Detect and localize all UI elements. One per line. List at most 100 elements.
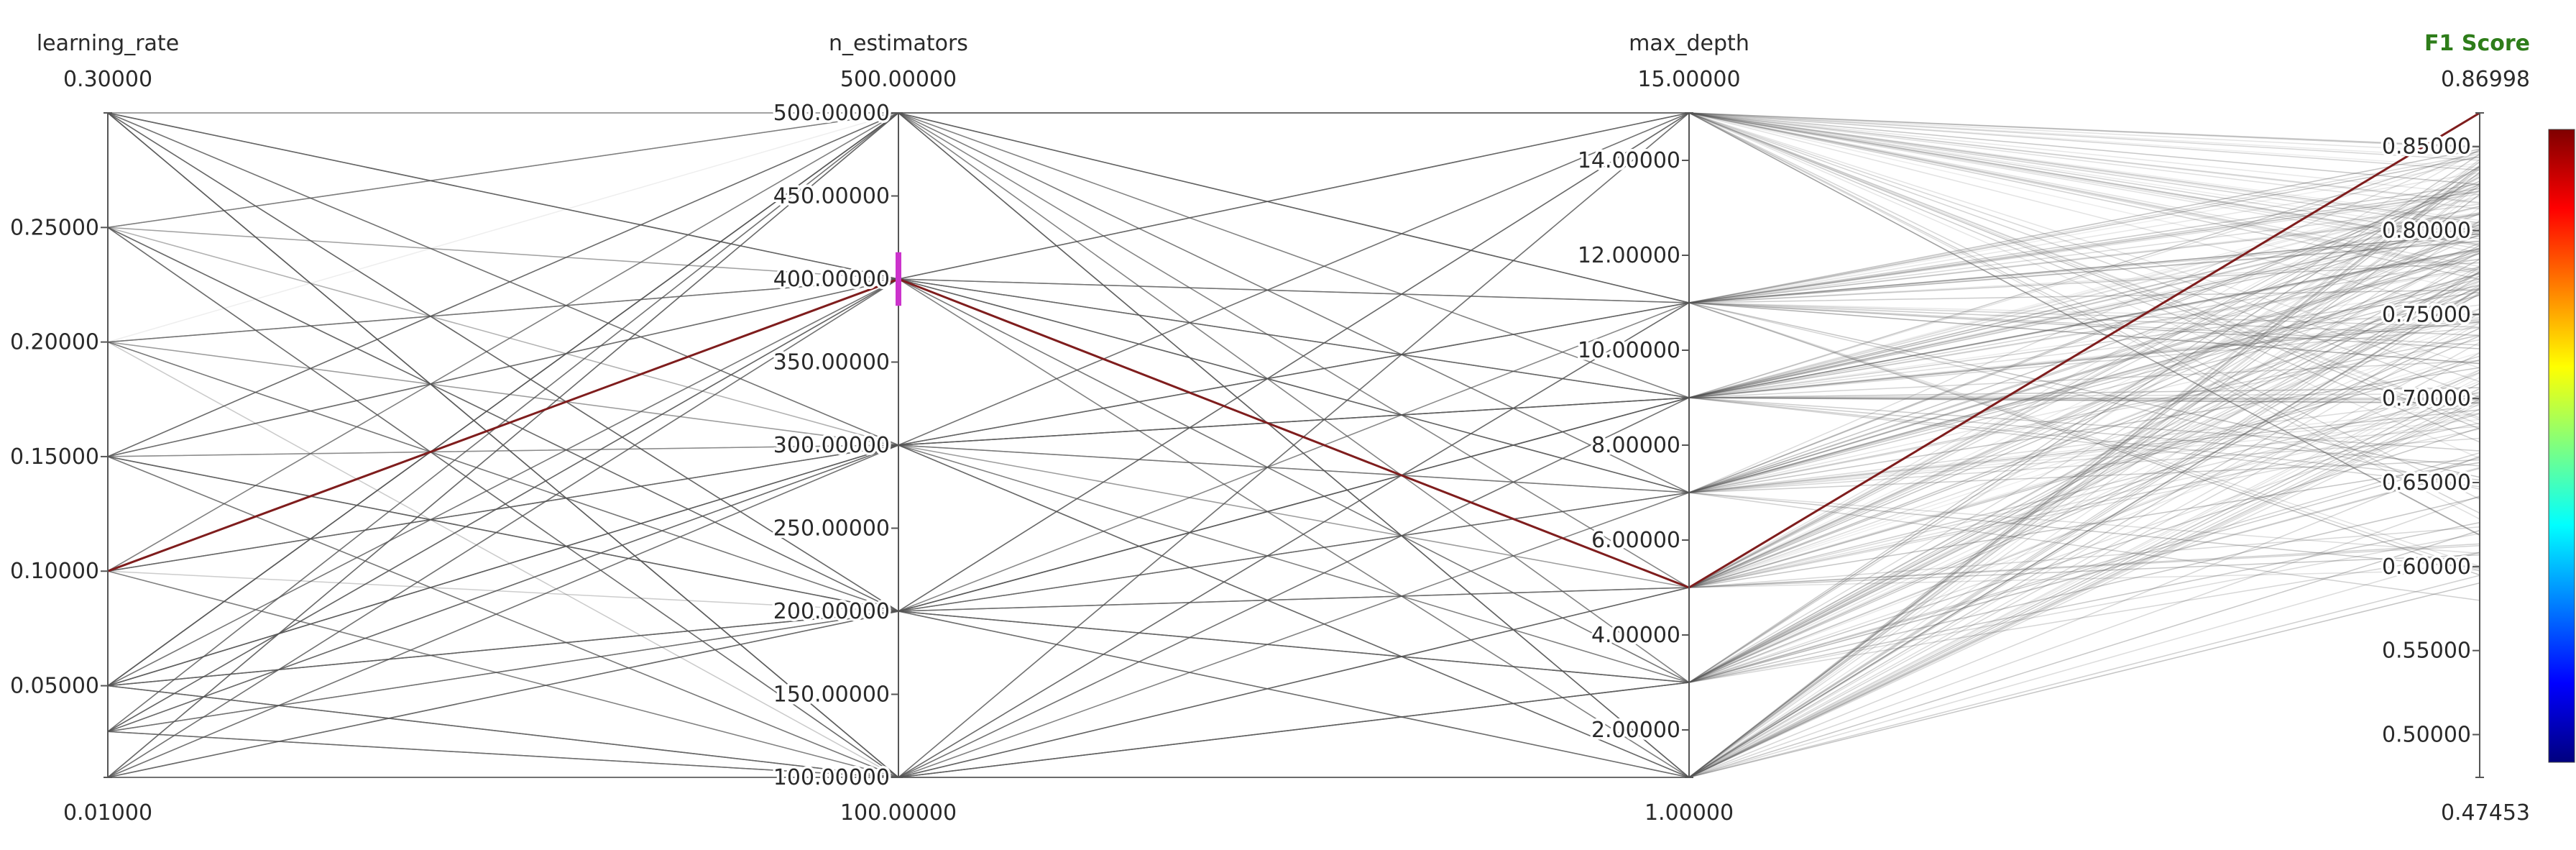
tick-label: 400.00000 xyxy=(773,267,890,292)
axis-range-max: 15.00000 xyxy=(1637,67,1740,92)
trial-line xyxy=(107,112,2480,612)
trial-line xyxy=(107,112,2480,778)
axis-title: F1 Score xyxy=(2424,31,2530,56)
trial-line xyxy=(107,112,2480,446)
axis-f1_score[interactable]: F1 Score0.869980.474530.850000.850000.80… xyxy=(2379,31,2530,826)
trial-line xyxy=(107,112,2480,687)
trial-line xyxy=(107,397,2480,687)
trial-line xyxy=(107,341,2480,612)
trial-line xyxy=(107,112,2480,612)
trial-line xyxy=(107,159,2480,778)
trial-line xyxy=(107,112,2480,229)
trial-line xyxy=(107,326,2480,572)
trial-line xyxy=(107,271,2480,778)
axis-range-max: 0.86998 xyxy=(2441,67,2530,92)
trial-line xyxy=(107,227,2480,612)
trial-line xyxy=(107,112,2480,457)
trial-line xyxy=(107,176,2480,778)
trial-line xyxy=(107,112,2480,778)
trial-line xyxy=(107,304,2480,778)
trial-line xyxy=(107,341,2480,446)
trial-line xyxy=(107,112,2480,683)
trial-line xyxy=(107,112,2480,778)
trial-line xyxy=(107,293,2480,683)
trial-line xyxy=(107,220,2480,778)
trial-line xyxy=(107,112,2480,612)
trial-line xyxy=(107,112,2480,778)
trial-line xyxy=(108,112,2480,588)
trial-line xyxy=(107,291,2480,572)
trial-line xyxy=(107,112,2480,588)
trial-line xyxy=(107,112,2480,778)
best-trial-line[interactable] xyxy=(107,111,2480,589)
axis-range-min: 0.01000 xyxy=(63,800,152,826)
trial-line xyxy=(107,278,2480,493)
tick-label: 350.00000 xyxy=(773,350,890,375)
trial-line xyxy=(107,249,2480,572)
trial-line xyxy=(107,397,2480,778)
trial-line xyxy=(107,112,2480,572)
trial-line xyxy=(107,327,2480,778)
svg-text:10.00000: 10.00000 xyxy=(1578,338,1680,363)
trial-line xyxy=(107,190,2480,778)
tick-label: 0.50000 xyxy=(2382,722,2471,747)
trial-line xyxy=(107,112,2480,778)
axes: learning_rate0.300000.010000.250000.2500… xyxy=(7,31,2530,826)
trial-line xyxy=(107,408,2480,778)
trial-line xyxy=(107,213,2480,612)
axis-range-max: 0.30000 xyxy=(63,67,152,92)
trial-line xyxy=(108,183,2480,778)
trial-line xyxy=(107,112,2480,687)
trial-line xyxy=(107,444,2480,687)
axis-learning_rate[interactable]: learning_rate0.300000.010000.250000.2500… xyxy=(7,31,179,826)
svg-text:2.00000: 2.00000 xyxy=(1591,718,1680,743)
trial-line xyxy=(107,191,2480,733)
trial-line xyxy=(107,230,2480,687)
axis-max_depth[interactable]: max_depth15.000001.0000014.0000014.00000… xyxy=(1575,31,1749,826)
trial-line xyxy=(107,241,2480,778)
trial-line xyxy=(107,112,2480,493)
trial-line xyxy=(107,153,2480,683)
trial-line xyxy=(107,213,2480,687)
trial-line xyxy=(107,112,2480,778)
trial-line xyxy=(107,112,2480,343)
trial-line xyxy=(108,112,2480,778)
tick-label: 8.00000 xyxy=(1591,433,1680,458)
axis-n_estimators[interactable]: n_estimators500.00000100.00000500.000005… xyxy=(770,31,968,826)
trial-line xyxy=(107,112,2480,778)
trial-line xyxy=(107,112,2480,732)
svg-text:12.00000: 12.00000 xyxy=(1578,243,1680,268)
trial-line xyxy=(107,232,2480,687)
trial-line xyxy=(107,372,2480,733)
trial-line xyxy=(107,543,2480,778)
trial-line xyxy=(107,273,2480,778)
trial-line xyxy=(107,394,2480,778)
trial-line xyxy=(107,112,2480,732)
trial-line xyxy=(107,112,2480,572)
trial-line xyxy=(107,112,2480,687)
svg-text:400.00000: 400.00000 xyxy=(773,267,890,292)
trial-line xyxy=(107,112,2480,365)
svg-text:250.00000: 250.00000 xyxy=(773,516,890,541)
trial-line xyxy=(107,112,2480,778)
trial-line xyxy=(107,112,2480,683)
trial-line xyxy=(107,285,2480,778)
trial-line xyxy=(108,112,2480,778)
constraint-range-selection[interactable] xyxy=(896,252,901,306)
svg-text:350.00000: 350.00000 xyxy=(773,350,890,375)
trial-line xyxy=(107,112,2480,778)
trial-line xyxy=(107,278,2480,778)
trial-line xyxy=(107,112,2480,490)
tick-label: 12.00000 xyxy=(1578,243,1680,268)
trial-line xyxy=(107,226,2480,733)
tick-label: 250.00000 xyxy=(773,516,890,541)
axis-title: max_depth xyxy=(1629,31,1749,56)
trial-line xyxy=(107,227,2480,612)
tick-label: 0.25000 xyxy=(10,215,99,240)
tick-label: 300.00000 xyxy=(773,433,890,458)
tick-label: 0.65000 xyxy=(2382,470,2471,495)
trial-line xyxy=(107,302,2480,687)
trial-line xyxy=(107,183,2480,732)
trial-line xyxy=(107,150,2480,778)
